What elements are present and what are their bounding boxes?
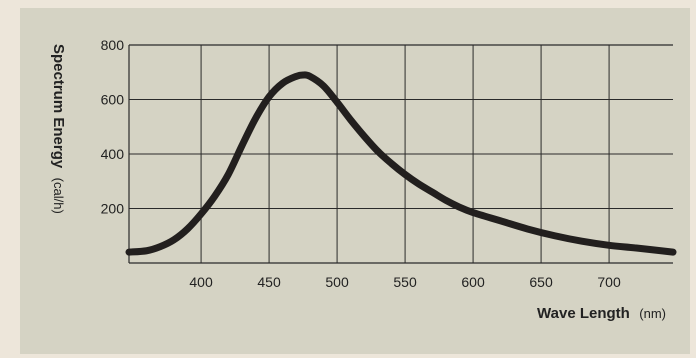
chart-panel: 400 450 500 550 600 650 700 200 400 600 800 Wave … (20, 8, 690, 354)
y-axis-title: Spectrum Energy (cal/h) (50, 44, 67, 214)
x-tick-label: 500 (325, 274, 349, 290)
x-tick-label: 400 (189, 274, 213, 290)
y-tick-label: 200 (101, 201, 125, 217)
x-tick-label: 600 (461, 274, 485, 290)
y-axis-title-text: Spectrum Energy (50, 44, 67, 169)
spectrum-chart: 400 450 500 550 600 650 700 200 400 600 800 Wave … (50, 37, 677, 322)
x-axis-title: Wave Length (nm) (537, 305, 666, 322)
x-axis-title-unit: (nm) (639, 306, 666, 321)
x-axis-title-text: Wave Length (537, 305, 630, 322)
y-tick-label: 400 (101, 146, 125, 162)
x-tick-label: 650 (529, 274, 553, 290)
spectrum-curve (125, 71, 677, 256)
x-tick-label: 450 (257, 274, 281, 290)
x-axis-ticks: 400 450 500 550 600 650 700 (189, 274, 621, 290)
y-axis-title-unit: (cal/h) (51, 178, 66, 214)
y-tick-label: 800 (101, 37, 125, 53)
grid (128, 44, 673, 264)
y-tick-label: 600 (101, 92, 125, 108)
x-tick-label: 550 (393, 274, 417, 290)
series-layer (125, 71, 677, 256)
y-axis-ticks: 200 400 600 800 (101, 37, 125, 217)
x-tick-label: 700 (597, 274, 621, 290)
